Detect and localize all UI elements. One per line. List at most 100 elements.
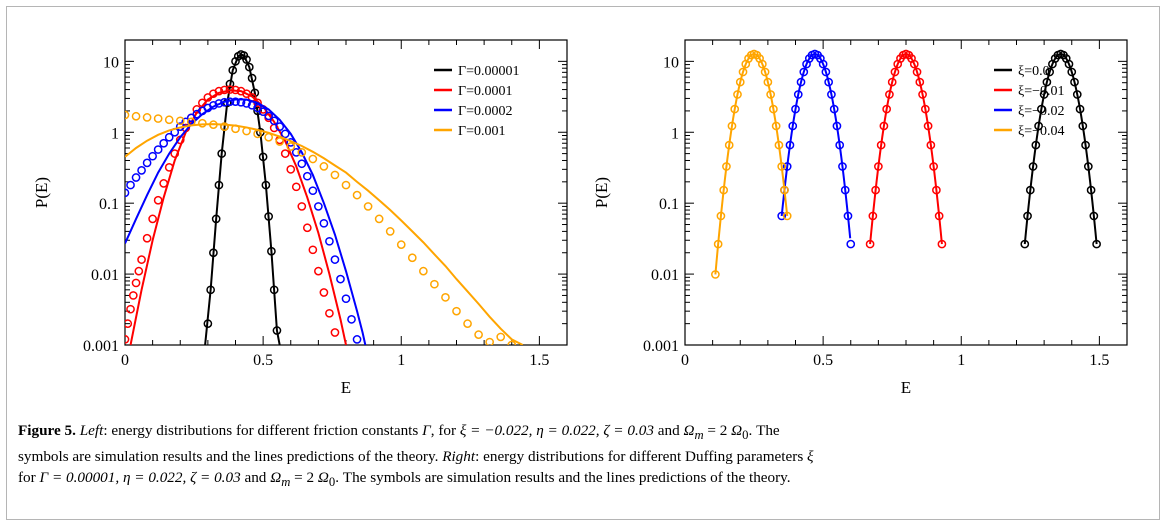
data-point bbox=[142, 113, 152, 122]
data-point bbox=[796, 77, 806, 87]
data-point bbox=[330, 255, 340, 264]
caption-text: . The symbols are simulation results and… bbox=[335, 469, 791, 487]
y-axis-label: P(E) bbox=[32, 177, 51, 208]
data-point bbox=[430, 279, 439, 289]
data-point bbox=[131, 278, 141, 288]
x-axis-label: E bbox=[341, 378, 351, 397]
data-point bbox=[763, 77, 773, 87]
data-point bbox=[777, 162, 787, 171]
data-point bbox=[716, 211, 726, 221]
data-point bbox=[125, 110, 130, 120]
data-point bbox=[242, 55, 251, 64]
caption-text: : energy distributions for different fri… bbox=[103, 422, 423, 439]
data-point bbox=[325, 308, 334, 318]
data-point bbox=[211, 214, 221, 224]
data-point bbox=[777, 211, 787, 221]
data-point bbox=[1072, 90, 1082, 99]
data-point bbox=[225, 85, 235, 94]
data-point bbox=[1070, 77, 1079, 87]
data-point bbox=[242, 126, 251, 136]
data-point bbox=[209, 100, 218, 110]
data-point bbox=[735, 77, 745, 87]
legend-entry: ξ=−0.04 bbox=[1018, 124, 1065, 139]
data-point bbox=[247, 73, 257, 83]
data-point bbox=[1081, 140, 1090, 150]
data-point bbox=[785, 140, 795, 150]
data-point bbox=[236, 97, 246, 107]
data-point bbox=[843, 211, 853, 221]
data-point bbox=[879, 121, 889, 131]
data-point bbox=[128, 291, 138, 300]
series-line-4 bbox=[125, 123, 524, 345]
data-point bbox=[1020, 239, 1030, 249]
data-point bbox=[818, 59, 828, 69]
caption-text: and bbox=[240, 469, 271, 487]
data-point bbox=[788, 121, 798, 131]
data-point bbox=[1064, 59, 1074, 69]
caption-math-sub: m bbox=[694, 428, 704, 443]
data-point bbox=[126, 180, 135, 190]
x-tick-label: 1.5 bbox=[529, 352, 549, 369]
data-point bbox=[915, 77, 925, 87]
data-point bbox=[496, 332, 506, 342]
data-point bbox=[724, 140, 734, 150]
data-point bbox=[258, 107, 268, 117]
data-point bbox=[733, 90, 742, 99]
data-point bbox=[865, 239, 875, 249]
data-point bbox=[319, 162, 329, 171]
data-point bbox=[882, 104, 892, 114]
data-point bbox=[164, 115, 174, 125]
caption-line-3: for Γ = 0.00001, η = 0.022, ζ = 0.03 and… bbox=[18, 467, 1148, 493]
caption-text: = 2 bbox=[290, 469, 318, 487]
data-point bbox=[280, 129, 290, 139]
data-point bbox=[774, 140, 784, 150]
data-point bbox=[267, 246, 276, 256]
data-point bbox=[286, 164, 296, 174]
caption-line-2: symbols are simulation results and the l… bbox=[18, 446, 1148, 467]
data-point bbox=[441, 292, 450, 302]
data-point bbox=[419, 266, 428, 276]
data-point bbox=[738, 67, 748, 77]
data-point bbox=[887, 77, 897, 87]
x-tick-label: 1.5 bbox=[1089, 352, 1109, 369]
data-point bbox=[302, 171, 312, 181]
data-point bbox=[1086, 185, 1096, 195]
data-point bbox=[206, 285, 215, 295]
data-point bbox=[137, 255, 146, 264]
data-point bbox=[1025, 185, 1035, 195]
data-point bbox=[1037, 104, 1046, 114]
data-point bbox=[198, 98, 207, 108]
caption-text: : energy distributions for different Duf… bbox=[475, 448, 808, 466]
data-point bbox=[730, 104, 740, 114]
data-point bbox=[452, 306, 461, 316]
data-point bbox=[125, 188, 130, 198]
legend-entry: Γ=0.0001 bbox=[458, 84, 513, 99]
data-point bbox=[713, 239, 723, 249]
caption-text: = 2 bbox=[703, 422, 732, 439]
data-point bbox=[711, 270, 720, 279]
data-point bbox=[192, 105, 202, 114]
data-point bbox=[760, 67, 770, 77]
y-tick-label: 1 bbox=[671, 125, 679, 142]
caption-math: Γ bbox=[422, 422, 431, 439]
data-point bbox=[228, 65, 238, 75]
caption-text: and bbox=[653, 422, 684, 439]
data-point bbox=[261, 180, 271, 190]
x-tick-label: 1 bbox=[397, 352, 405, 369]
caption-math: Ω bbox=[270, 469, 282, 487]
data-point bbox=[308, 186, 318, 196]
series-line-2 bbox=[129, 89, 347, 345]
legend-entry: Γ=0.001 bbox=[458, 124, 506, 139]
data-point bbox=[164, 163, 174, 172]
data-point bbox=[385, 227, 395, 236]
data-point bbox=[835, 140, 845, 150]
data-point bbox=[1042, 77, 1052, 87]
data-point bbox=[1078, 121, 1088, 131]
legend-entry: ξ=−0.01 bbox=[1018, 84, 1065, 99]
x-tick-label: 0 bbox=[681, 352, 689, 369]
data-point bbox=[142, 233, 152, 243]
data-point bbox=[269, 285, 279, 295]
series-line-1 bbox=[204, 53, 281, 345]
data-point bbox=[264, 132, 273, 142]
data-point bbox=[319, 288, 329, 297]
